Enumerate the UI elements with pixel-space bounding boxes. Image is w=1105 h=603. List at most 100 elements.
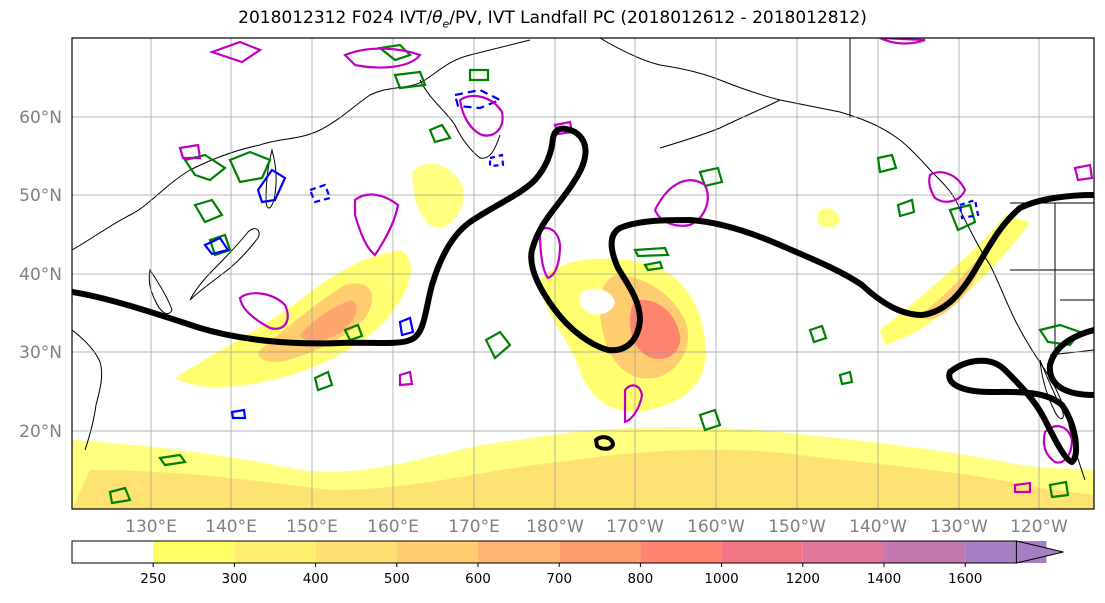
pv-positive-contour bbox=[1013, 481, 1032, 494]
theta-e-contour bbox=[228, 150, 272, 184]
colorbar-segment bbox=[640, 541, 722, 563]
longitude-labels: 130°E 140°E 150°E 160°E 170°E 180°W 170°… bbox=[125, 517, 1068, 537]
colorbar-label: 300 bbox=[222, 571, 248, 587]
pv-positive-contour bbox=[623, 384, 644, 424]
colorbar-label: 400 bbox=[303, 571, 329, 587]
coastlines bbox=[72, 38, 1086, 481]
pv-negative-contour bbox=[488, 153, 505, 168]
colorbar-label: 800 bbox=[628, 571, 654, 587]
ivt-plume-central-hole bbox=[579, 288, 615, 315]
ivt-pc-small-loop bbox=[594, 435, 615, 451]
baja-coast bbox=[1039, 359, 1064, 419]
ivt-pc-east-contour bbox=[1046, 327, 1094, 398]
ivt-pc-main-contour bbox=[72, 125, 1094, 354]
lat-label: 60°N bbox=[19, 108, 62, 128]
lon-label: 140°E bbox=[205, 517, 257, 537]
colorbar: 250 300 400 500 600 700 800 1000 1200 1400 1600 bbox=[71, 540, 1064, 587]
colorbar-outline bbox=[71, 540, 1017, 564]
theta-e-contour bbox=[896, 198, 916, 218]
theta-e-contour bbox=[208, 233, 232, 257]
ivt-plume-east bbox=[880, 215, 1030, 345]
colorbar-label: 1600 bbox=[948, 571, 982, 587]
pv-positive-contour bbox=[398, 370, 414, 387]
theta-e-contour bbox=[193, 198, 224, 224]
theta-e-contour bbox=[377, 43, 413, 62]
ivt-landfall-pc-contours bbox=[72, 125, 1094, 465]
pv-negative-contour bbox=[958, 198, 980, 220]
colorbar-segment bbox=[721, 541, 803, 563]
theta-e-contour bbox=[158, 453, 187, 467]
colorbar-label: 250 bbox=[140, 571, 166, 587]
pv-positive-contour bbox=[928, 171, 967, 203]
colorbar-segment bbox=[396, 541, 478, 563]
china-coast bbox=[72, 329, 103, 451]
colorbar-label: 600 bbox=[465, 571, 491, 587]
theta-e-contour bbox=[393, 70, 427, 90]
theta-e-contour bbox=[838, 370, 854, 386]
theta-e-contour bbox=[313, 370, 334, 392]
pv-positive-contour bbox=[353, 193, 400, 257]
lon-label: 180°W bbox=[526, 517, 584, 537]
theta-e-contour bbox=[343, 323, 364, 342]
pv-positive-contour bbox=[879, 38, 926, 45]
pv-positive-contour bbox=[238, 292, 289, 330]
lon-label: 130°W bbox=[930, 517, 988, 537]
title-theta: θ bbox=[432, 8, 443, 28]
lat-label: 50°N bbox=[19, 186, 62, 206]
colorbar-segment bbox=[72, 541, 154, 563]
colorbar-label: 700 bbox=[546, 571, 572, 587]
colorbar-segment bbox=[153, 541, 235, 563]
korea-coast bbox=[148, 268, 173, 315]
lon-label: 120°W bbox=[1010, 517, 1068, 537]
theta-e-contour bbox=[876, 153, 898, 174]
colorbar-segment bbox=[884, 541, 966, 563]
colorbar-label: 1400 bbox=[867, 571, 901, 587]
pv-negative-contour bbox=[230, 408, 247, 420]
theta-e-contour bbox=[633, 246, 670, 258]
theta-e-contour bbox=[643, 260, 664, 272]
theta-e-contour bbox=[698, 166, 724, 188]
colorbar-segment bbox=[559, 541, 641, 563]
lon-label: 150°E bbox=[286, 517, 338, 537]
theta-e-contour bbox=[428, 123, 452, 144]
theta-e-contour bbox=[698, 408, 722, 432]
pv-positive-contour bbox=[178, 143, 202, 160]
title-prefix: 2018012312 F024 IVT/ bbox=[238, 8, 433, 28]
theta-e-contour bbox=[808, 324, 828, 344]
lon-label: 140°W bbox=[849, 517, 907, 537]
theta-e-contour bbox=[183, 153, 227, 182]
lon-label: 170°E bbox=[448, 517, 500, 537]
gridlines bbox=[72, 38, 1094, 509]
colorbar-extend-arrow bbox=[1015, 540, 1064, 564]
pv-positive-contour bbox=[458, 94, 504, 137]
colorbar-segment bbox=[315, 541, 397, 563]
ivt-plume-west-max bbox=[300, 300, 357, 342]
theta-e-contour bbox=[948, 203, 977, 232]
ivt-band-tropics-core bbox=[72, 449, 1094, 509]
japan-coast bbox=[189, 228, 260, 301]
chart-title: 2018012312 F024 IVT/θe/PV, IVT Landfall … bbox=[0, 8, 1105, 30]
theta-e-contour bbox=[484, 330, 512, 360]
title-theta-subscript: e bbox=[442, 17, 450, 31]
pv-negative-contour bbox=[453, 88, 503, 110]
latitude-labels: 60°N 50°N 40°N 30°N 20°N bbox=[19, 108, 62, 442]
pv-positive-contour bbox=[1073, 163, 1094, 182]
ivt-pc-southeast-contour bbox=[946, 357, 1080, 465]
lat-label: 20°N bbox=[19, 422, 62, 442]
colorbar-label: 1200 bbox=[786, 571, 820, 587]
pv-negative-contours bbox=[203, 88, 980, 420]
theta-e-contour bbox=[108, 486, 132, 505]
ivt-blob-ne bbox=[818, 208, 840, 228]
lon-label: 160°E bbox=[367, 517, 419, 537]
lon-label: 130°E bbox=[125, 517, 177, 537]
pv-negative-contour bbox=[256, 168, 287, 204]
colorbar-label: 1000 bbox=[704, 571, 738, 587]
theta-e-contour bbox=[1048, 480, 1070, 499]
lon-label: 160°W bbox=[687, 517, 745, 537]
ivt-blob-north bbox=[412, 163, 464, 228]
pv-positive-contour bbox=[343, 47, 422, 69]
pv-positive-contour bbox=[208, 40, 263, 64]
pv-positive-contour bbox=[538, 227, 562, 280]
map-frame bbox=[71, 37, 1095, 510]
